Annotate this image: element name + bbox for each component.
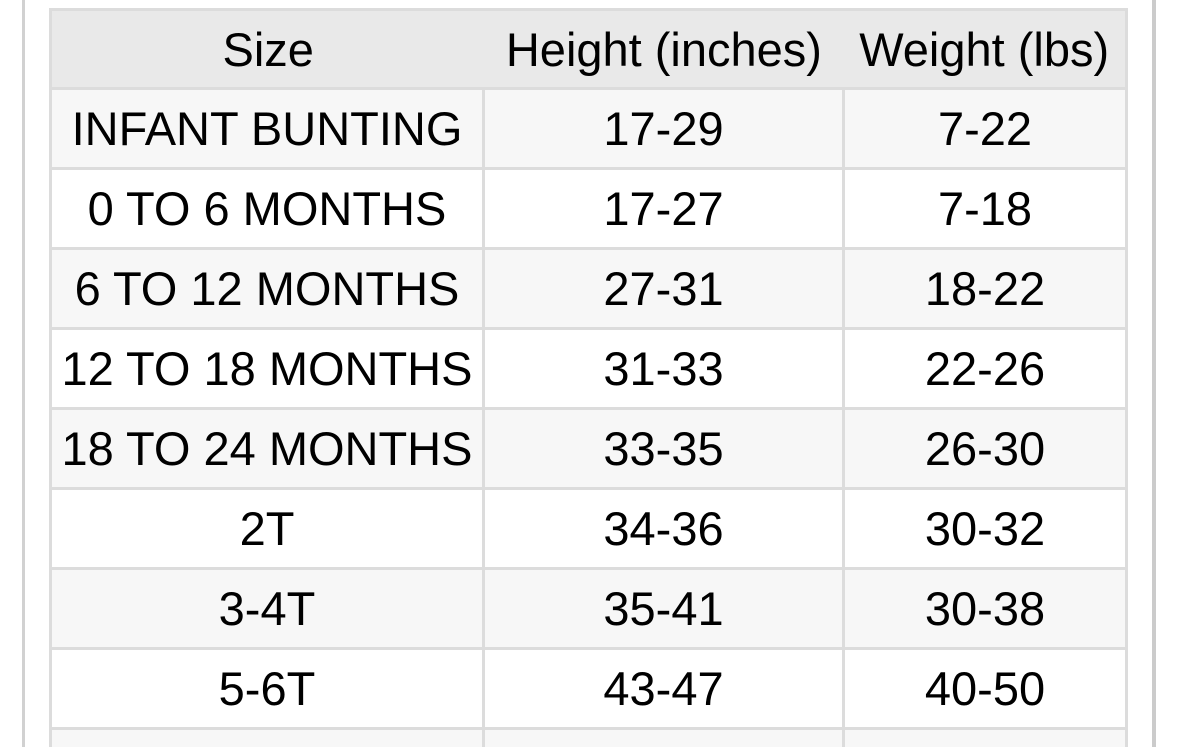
table-row: 2T 34-36 30-32: [52, 490, 1125, 567]
size-cell: 0 TO 6 MONTHS: [52, 170, 482, 247]
left-page-rule: [22, 0, 25, 747]
size-cell: 5-6T: [52, 650, 482, 727]
table-row: INFANT BUNTING 17-29 7-22: [52, 90, 1125, 167]
table-row: 5-6T 43-47 40-50: [52, 650, 1125, 727]
column-header-size: Size: [222, 22, 314, 76]
size-cell: 6 TO 12 MONTHS: [52, 250, 482, 327]
size-chart-table: Size Height (inches) Weight (lbs) INFANT…: [49, 8, 1128, 747]
height-cell: 27-31: [485, 250, 842, 327]
table-row: 0 TO 6 MONTHS 17-27 7-18: [52, 170, 1125, 247]
size-cell: 12 TO 18 MONTHS: [52, 330, 482, 407]
size-cell: [52, 730, 482, 747]
column-header-weight: Weight (lbs): [859, 22, 1110, 76]
table-row: 18 TO 24 MONTHS 33-35 26-30: [52, 410, 1125, 487]
weight-cell: 22-26: [845, 330, 1125, 407]
right-page-rule: [1152, 0, 1156, 747]
size-cell: 18 TO 24 MONTHS: [52, 410, 482, 487]
weight-cell: 30-32: [845, 490, 1125, 567]
height-cell: 43-47: [485, 650, 842, 727]
weight-cell: 30-38: [845, 570, 1125, 647]
height-cell: 33-35: [485, 410, 842, 487]
height-cell: 17-29: [485, 90, 842, 167]
size-cell: INFANT BUNTING: [52, 90, 482, 167]
size-cell: 2T: [52, 490, 482, 567]
weight-cell: 26-30: [845, 410, 1125, 487]
weight-cell: 18-22: [845, 250, 1125, 327]
column-header-height: Height (inches): [505, 22, 822, 76]
table-header-row: Size Height (inches) Weight (lbs): [52, 11, 1125, 87]
height-cell: 34-36: [485, 490, 842, 567]
weight-cell: 7-18: [845, 170, 1125, 247]
weight-cell: [845, 730, 1125, 747]
table-row: 3-4T 35-41 30-38: [52, 570, 1125, 647]
height-cell: [485, 730, 842, 747]
table-row: 12 TO 18 MONTHS 31-33 22-26: [52, 330, 1125, 407]
weight-cell: 40-50: [845, 650, 1125, 727]
table-row-partial: [52, 730, 1125, 747]
height-cell: 17-27: [485, 170, 842, 247]
height-cell: 31-33: [485, 330, 842, 407]
weight-cell: 7-22: [845, 90, 1125, 167]
table-row: 6 TO 12 MONTHS 27-31 18-22: [52, 250, 1125, 327]
height-cell: 35-41: [485, 570, 842, 647]
size-cell: 3-4T: [52, 570, 482, 647]
